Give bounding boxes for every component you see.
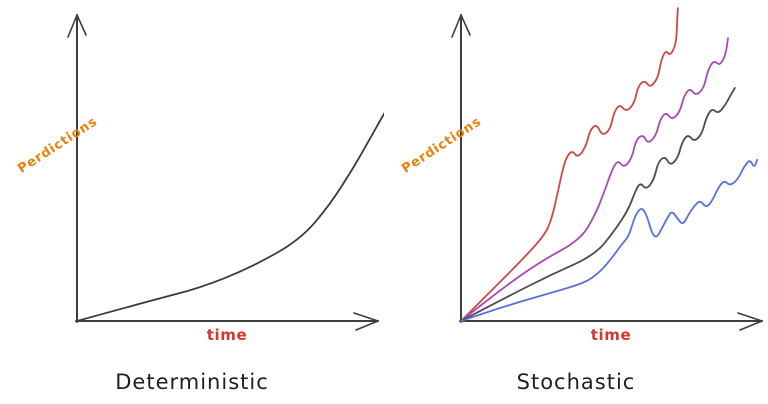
stochastic-chart-title: Stochastic	[516, 370, 636, 394]
trajectory-purple	[460, 37, 729, 322]
x-axis-label: time	[590, 326, 632, 344]
trajectory-red	[460, 7, 679, 322]
stochastic-plot-area: Perdictions time	[384, 0, 768, 360]
deterministic-plot-area: Perdictions time	[0, 0, 384, 360]
stochastic-chart-svg	[451, 7, 763, 331]
trajectory-blue	[460, 159, 758, 322]
x-axis-label: time	[206, 326, 248, 344]
trajectory-gray	[460, 87, 736, 322]
stochastic-chart-panel: Perdictions time Stochastic	[384, 0, 768, 404]
deterministic-chart-svg	[67, 14, 384, 331]
deterministic-growth-curve	[76, 112, 384, 322]
deterministic-chart-title: Deterministic	[115, 370, 269, 394]
deterministic-chart-panel: Perdictions time Deterministic	[0, 0, 384, 394]
